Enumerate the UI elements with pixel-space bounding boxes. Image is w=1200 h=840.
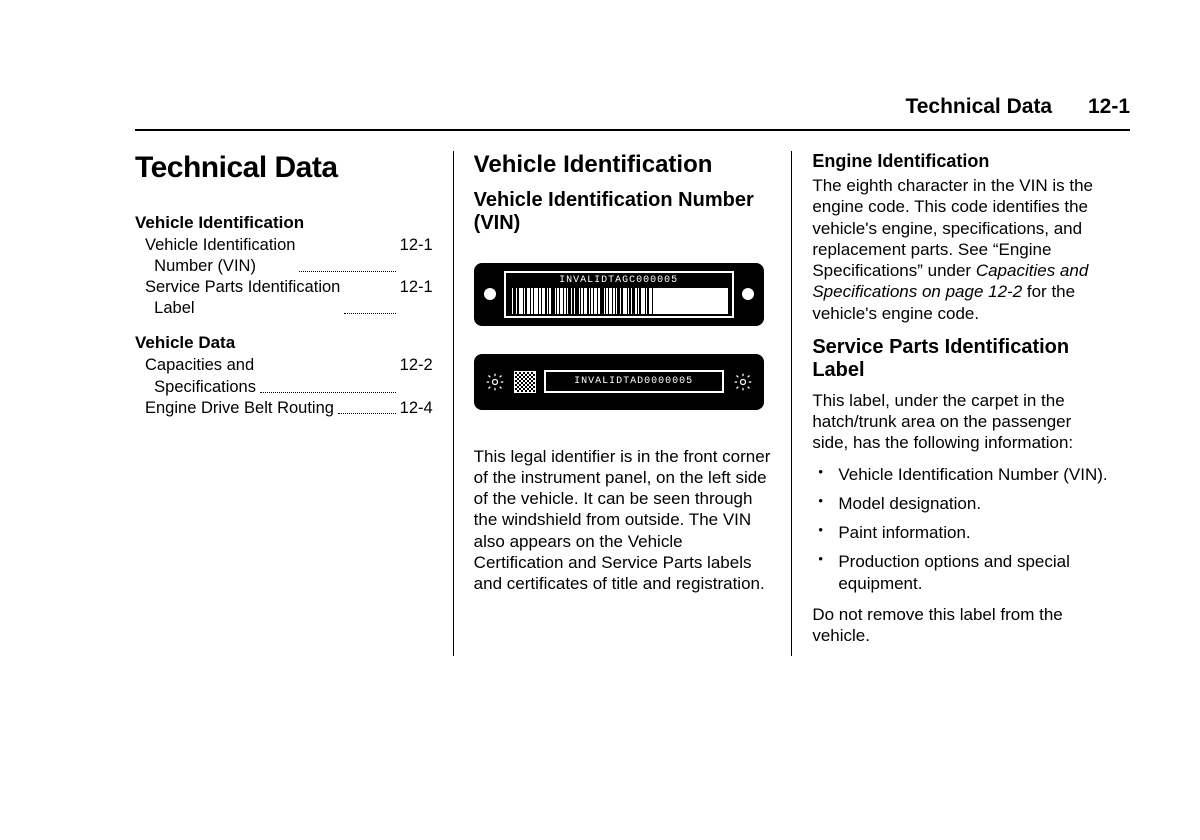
- list-item: Vehicle Identification Number (VIN).: [812, 464, 1110, 485]
- toc-item: Capacities and Specifications 12-2: [135, 355, 433, 397]
- toc-leader-dots: [344, 277, 395, 314]
- service-parts-list: Vehicle Identification Number (VIN). Mode…: [812, 464, 1110, 594]
- service-parts-intro: This label, under the carpet in the hatc…: [812, 390, 1110, 454]
- list-item: Model designation.: [812, 493, 1110, 514]
- service-parts-note: Do not remove this label from the vehicl…: [812, 604, 1110, 647]
- toc-item: Vehicle Identification Number (VIN) 12-1: [135, 235, 433, 277]
- toc-item-page: 12-1: [400, 235, 433, 277]
- rivet-hole-icon: [484, 288, 496, 300]
- vin-plate-alt: INVALIDTAD0000005: [474, 354, 764, 410]
- header-page-number: 12-1: [1088, 95, 1130, 118]
- service-parts-heading: Service Parts Identification Label: [812, 336, 1110, 382]
- vin-h3: Vehicle Identification Number (VIN): [474, 189, 772, 235]
- toc-item-label: Capacities and Specifications: [145, 355, 256, 397]
- content-columns: Technical Data Vehicle IdentificationVeh…: [135, 151, 1130, 656]
- vin-plate-alt-text: INVALIDTAD0000005: [544, 370, 724, 393]
- engine-id-heading: Engine Identification: [812, 151, 1110, 172]
- vin-plate-text: INVALIDTAGC000005: [559, 275, 678, 286]
- toc-item-label: Vehicle Identification Number (VIN): [145, 235, 295, 277]
- toc-item: Service Parts Identification Label 12-1: [135, 277, 433, 319]
- toc-item-label: Engine Drive Belt Routing: [145, 398, 334, 419]
- engine-id-paragraph: The eighth character in the VIN is the e…: [812, 175, 1110, 324]
- page-header: Technical Data 12-1: [135, 95, 1130, 131]
- list-item: Paint information.: [812, 522, 1110, 543]
- vin-h2: Vehicle Identification: [474, 151, 772, 179]
- toc-leader-dots: [338, 398, 396, 414]
- rivet-hole-icon: [742, 288, 754, 300]
- manual-page: Technical Data 12-1 Technical Data Vehic…: [0, 0, 1200, 696]
- toc-item-page: 12-2: [400, 355, 433, 397]
- toc-heading: Vehicle Identification: [135, 213, 433, 233]
- vin-plate-barcode: INVALIDTAGC000005: [474, 263, 764, 326]
- toc-section: Vehicle DataCapacities and Specification…: [135, 333, 433, 418]
- toc-item: Engine Drive Belt Routing 12-4: [135, 398, 433, 419]
- barcode-icon: [510, 288, 728, 314]
- gear-icon: [484, 371, 506, 393]
- table-of-contents: Vehicle IdentificationVehicle Identifica…: [135, 213, 433, 419]
- gear-icon: [732, 371, 754, 393]
- toc-section: Vehicle IdentificationVehicle Identifica…: [135, 213, 433, 319]
- list-item: Production options and special equipment…: [812, 551, 1110, 594]
- column-toc: Technical Data Vehicle IdentificationVeh…: [135, 151, 453, 656]
- vin-paragraph: This legal identifier is in the front co…: [474, 446, 772, 595]
- column-vin: Vehicle Identification Vehicle Identific…: [453, 151, 792, 656]
- toc-item-label: Service Parts Identification Label: [145, 277, 340, 319]
- vin-plate-inner: INVALIDTAGC000005: [504, 271, 734, 318]
- toc-item-page: 12-4: [400, 398, 433, 419]
- header-title: Technical Data: [905, 95, 1052, 118]
- toc-item-page: 12-1: [400, 277, 433, 319]
- toc-leader-dots: [299, 235, 395, 272]
- column-engine-service: Engine Identification The eighth charact…: [791, 151, 1130, 656]
- toc-heading: Vehicle Data: [135, 333, 433, 353]
- toc-leader-dots: [260, 355, 396, 392]
- qr-code-icon: [514, 371, 536, 393]
- section-title: Technical Data: [135, 151, 433, 185]
